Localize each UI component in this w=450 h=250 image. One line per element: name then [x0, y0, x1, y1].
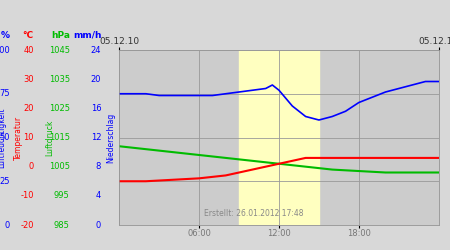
Text: 1015: 1015 — [49, 133, 70, 142]
Text: 985: 985 — [54, 220, 70, 230]
Text: 20: 20 — [91, 75, 101, 84]
Text: %: % — [1, 30, 10, 40]
Text: Niederschlag: Niederschlag — [106, 112, 115, 163]
Text: 995: 995 — [54, 191, 70, 200]
Text: 1025: 1025 — [49, 104, 70, 113]
Text: 10: 10 — [23, 133, 34, 142]
Text: hPa: hPa — [51, 30, 70, 40]
Text: 40: 40 — [23, 46, 34, 54]
Text: 0: 0 — [96, 220, 101, 230]
Text: 20: 20 — [23, 104, 34, 113]
Text: 75: 75 — [0, 89, 10, 98]
Text: -10: -10 — [20, 191, 34, 200]
Text: Erstellt: 26.01.2012 17:48: Erstellt: 26.01.2012 17:48 — [204, 209, 303, 218]
Text: 50: 50 — [0, 133, 10, 142]
Text: mm/h: mm/h — [73, 30, 101, 40]
Text: 0: 0 — [28, 162, 34, 171]
Text: 8: 8 — [96, 162, 101, 171]
Text: 1005: 1005 — [49, 162, 70, 171]
Text: 0: 0 — [4, 220, 10, 230]
Text: 25: 25 — [0, 177, 10, 186]
Text: 24: 24 — [91, 46, 101, 54]
Text: 16: 16 — [90, 104, 101, 113]
Text: 1045: 1045 — [49, 46, 70, 54]
Text: Temperatur: Temperatur — [14, 116, 22, 160]
Text: 30: 30 — [23, 75, 34, 84]
Bar — [239, 50, 319, 225]
Text: Luftdruck: Luftdruck — [45, 119, 54, 156]
Text: 4: 4 — [96, 191, 101, 200]
Text: 12: 12 — [91, 133, 101, 142]
Text: -20: -20 — [20, 220, 34, 230]
Text: °C: °C — [22, 30, 34, 40]
Text: 1035: 1035 — [49, 75, 70, 84]
Text: 100: 100 — [0, 46, 10, 54]
Text: Luftfeuchtigkeit: Luftfeuchtigkeit — [0, 107, 7, 168]
